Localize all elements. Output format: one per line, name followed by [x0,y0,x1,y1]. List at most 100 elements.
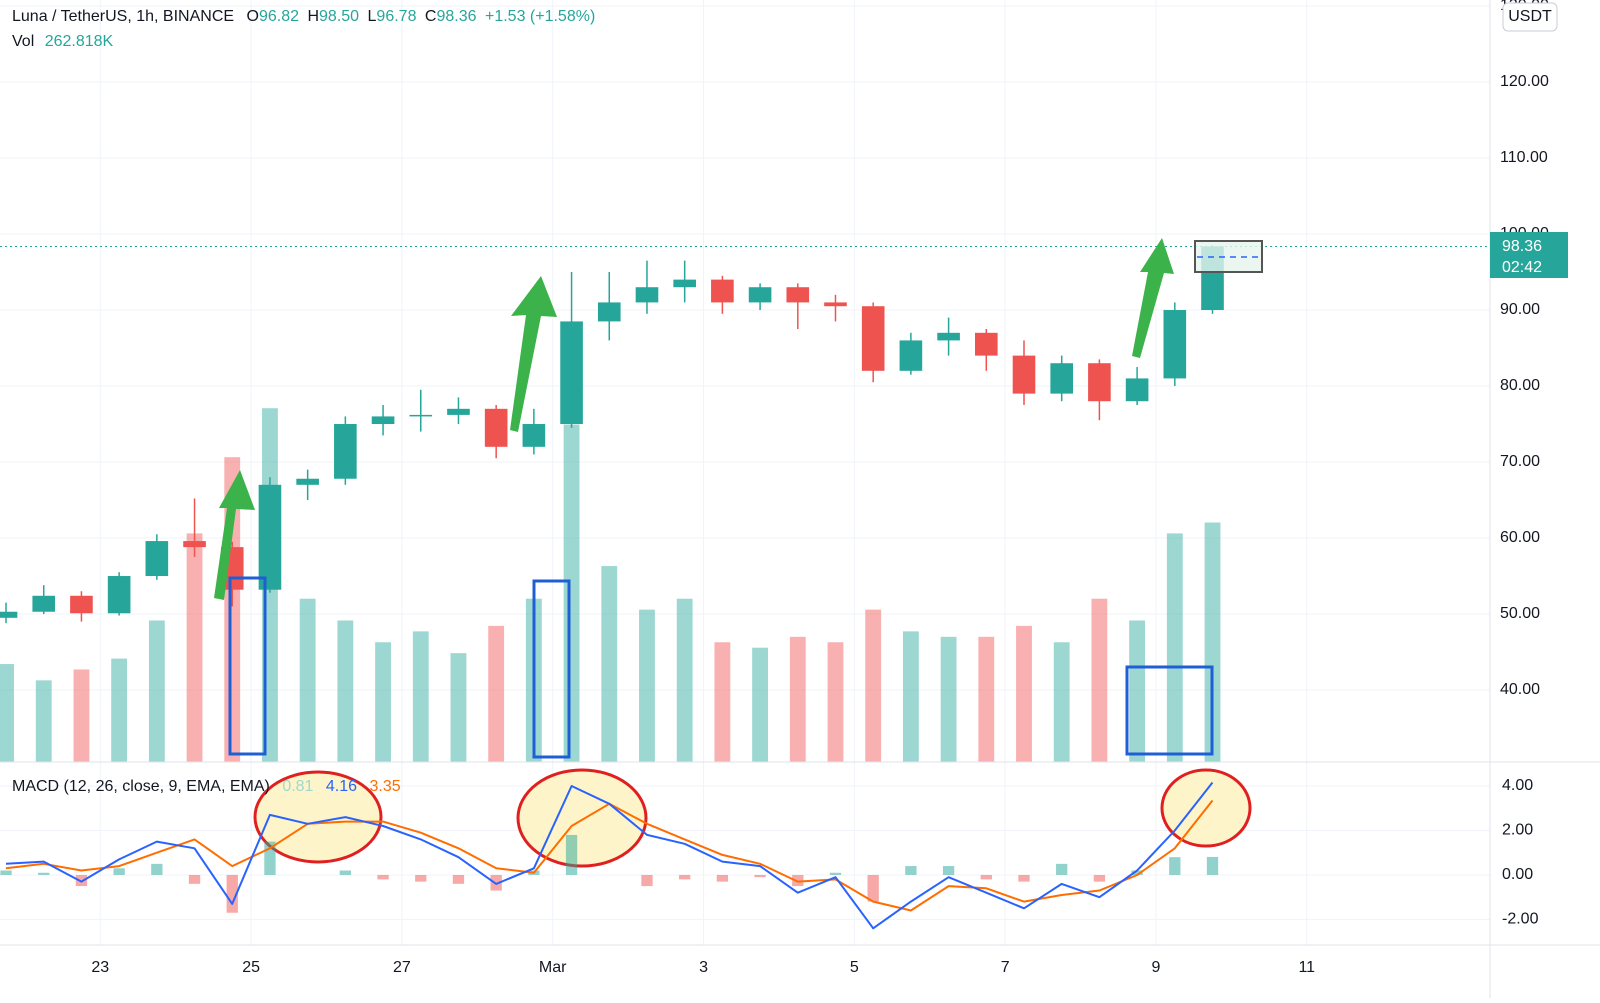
macd-histogram-bar [1169,857,1181,875]
macd-histogram-bar [867,874,879,902]
x-tick-label: 23 [91,959,109,976]
volume-bar [601,566,618,762]
ohlc-value: 96.78 [376,8,416,25]
volume-bar [299,598,316,762]
overlay-annotations [214,238,1263,759]
volume-bar [337,620,354,762]
volume-bar [865,609,882,762]
volume-value: 262.818K [45,33,114,50]
macd-histogram-bar [905,866,917,875]
candle-body [183,541,206,548]
highlight-box [1125,665,1214,756]
ohlc-key: L [368,8,377,25]
candle-body [1012,355,1036,394]
macd-histogram-bar [188,874,201,884]
candle-body [937,332,960,341]
candle-body [597,302,621,322]
candle-body [107,576,131,614]
volume-bar [940,636,957,762]
volume-bar [375,642,391,762]
highlight-ellipse [516,768,648,868]
macd-histogram-bar [980,874,992,880]
macd-histogram-bar [415,874,427,882]
candle-body [32,595,56,612]
macd-tick-label: 2.00 [1502,822,1533,839]
price-change: +1.53 (+1.58%) [485,8,595,25]
highlight-box [532,579,571,759]
x-tick-label: 7 [1001,959,1010,976]
macd-tick-label: 4.00 [1502,777,1533,794]
last-price-box [1490,232,1568,278]
ohlc-key: C [425,8,437,25]
candle-body [447,408,470,415]
green-arrow [214,470,255,600]
candle-body [673,279,696,288]
candle-body [974,332,998,356]
y-tick-label: 70.00 [1500,453,1540,470]
macd-histogram-bar [264,841,276,875]
green-arrow [1132,238,1174,358]
macd-histogram-bar [339,870,352,875]
candle-body [1163,310,1187,379]
macd-histogram-bar [942,866,955,875]
y-tick-label: 40.00 [1500,681,1540,698]
candle-body [296,478,319,485]
candle-body [522,424,546,447]
volume-bar [186,533,203,762]
candle-body [786,287,810,303]
x-tick-label: 9 [1152,959,1161,976]
macd-histogram-bar [565,834,578,875]
volume-bar [1016,625,1032,762]
marks-layer [0,245,1490,930]
ohlc-value: 98.50 [319,8,359,25]
volume-bar [450,653,467,762]
highlight-ellipse [253,770,383,864]
candle-body [861,306,885,371]
volume-label: Vol [12,33,34,50]
candle-body [334,424,357,479]
volume-bar [111,658,128,762]
macd-title: MACD (12, 26, close, 9, EMA, EMA) [12,778,270,795]
macd-line [5,781,1214,930]
volume-bar [1053,642,1070,762]
x-tick-label: 11 [1298,959,1315,976]
volume-bar [1204,522,1221,762]
volume-bar [488,625,505,762]
macd-hist-value: 0.81 [282,778,313,795]
candle-body [258,484,282,590]
countdown-label: 02:42 [1502,259,1542,276]
volume-bar [412,631,429,762]
volume-bar [827,642,844,762]
last-price-label: 98.36 [1502,238,1542,255]
macd-histogram-bar [754,874,766,878]
volume-bar [978,636,995,762]
macd-value: 4.16 [326,778,357,795]
volume-bar [714,642,731,762]
macd-legend: MACD (12, 26, close, 9, EMA, EMA) 0.81 4… [12,778,401,795]
macd-tick-label: 0.00 [1502,866,1533,883]
macd-histogram-bar [641,874,653,887]
candle-body [409,414,433,417]
candle-body [824,302,847,307]
macd-histogram-bar [829,872,842,875]
volume-bar [676,598,693,762]
symbol-title: Luna / TetherUS, 1h, BINANCE [12,8,234,25]
x-tick-label: 3 [699,959,708,976]
candle-body [899,340,923,371]
macd-histogram-bar [1056,863,1068,875]
volume-bar [789,636,806,762]
candle-body [711,279,734,303]
volume-bar [148,620,165,762]
volume-bar [752,647,768,762]
ohlc-key: H [307,8,319,25]
macd-histogram-bar [1093,874,1106,882]
macd-histogram-bar [113,868,125,875]
signal-value: 3.35 [370,778,401,795]
currency-box [1502,2,1558,32]
green-arrow [510,276,557,432]
candle-body [484,408,508,447]
x-tick-label: Mar [539,959,567,976]
volume-bar [902,631,919,762]
ohlc-key: O [247,8,259,25]
volume-bar [0,664,14,762]
